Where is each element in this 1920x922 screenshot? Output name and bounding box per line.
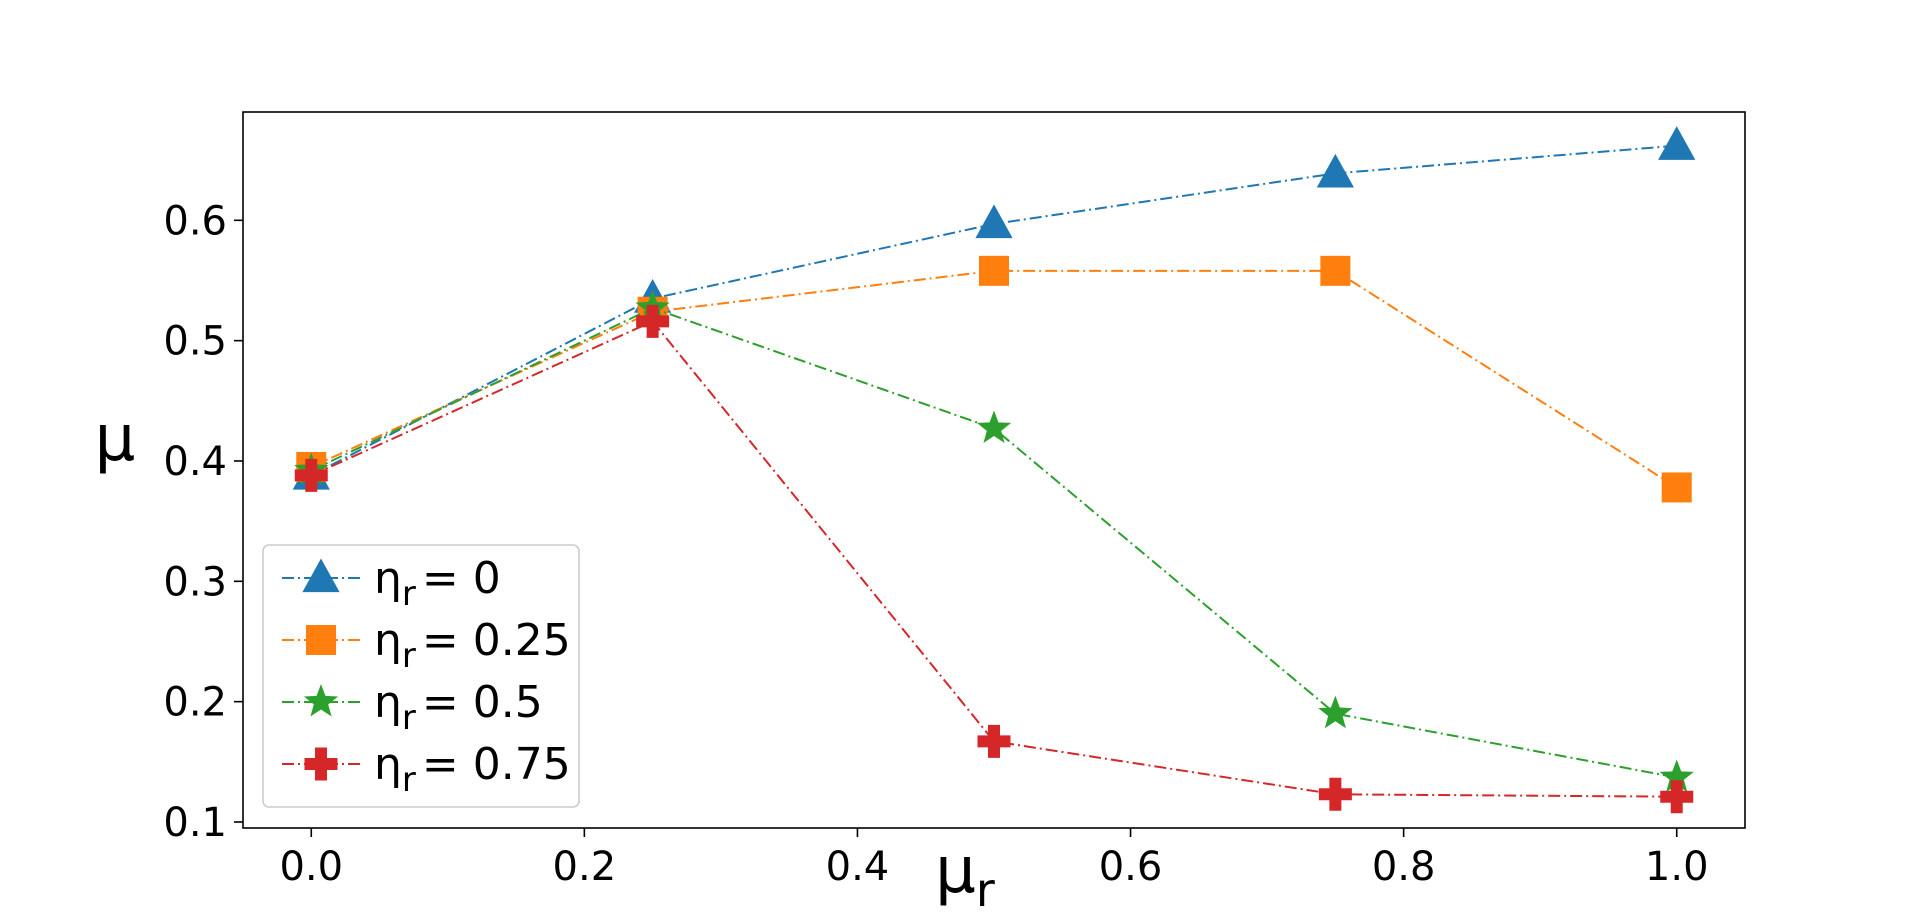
- y-tick-label: 0.3: [163, 559, 227, 605]
- x-tick-label: 1.0: [1645, 844, 1709, 890]
- x-tick-label: 0.6: [1099, 844, 1163, 890]
- legend-label-main: η: [374, 615, 402, 666]
- legend-label-sub: r: [402, 636, 416, 676]
- data-point-square: [979, 255, 1009, 286]
- legend-marker-plus: [304, 747, 338, 781]
- data-point-plus: [636, 304, 670, 338]
- y-tick-label: 0.2: [163, 680, 227, 726]
- y-tick-label: 0.4: [163, 439, 227, 485]
- x-axis-label-sub: r: [976, 863, 995, 917]
- legend-label: ηr = 0: [374, 553, 501, 614]
- legend-marker-square: [306, 625, 336, 655]
- data-point-square: [1320, 255, 1351, 286]
- series-layer: [292, 126, 1696, 814]
- data-point-star: [976, 410, 1012, 444]
- x-tick-label: 0.4: [826, 844, 890, 890]
- legend-label: ηr = 0.5: [374, 677, 543, 738]
- data-point-triangle: [1316, 153, 1354, 188]
- y-axis-ticks: 0.1 0.2 0.3 0.4 0.5 0.6: [163, 198, 243, 846]
- data-point-star: [1659, 759, 1694, 793]
- legend-label-rest: = 0.5: [422, 677, 543, 728]
- legend-label-sub: r: [402, 574, 416, 614]
- legend-label-rest: = 0.25: [422, 615, 571, 666]
- data-point-plus: [294, 458, 328, 492]
- legend-marker-triangle: [302, 558, 340, 593]
- legend-label-sub: r: [402, 698, 416, 738]
- legend-label-main: η: [374, 739, 402, 790]
- legend-marker-star: [303, 684, 339, 717]
- legend-label: ηr = 0.75: [374, 739, 571, 800]
- legend-label: ηr = 0.25: [374, 615, 571, 676]
- legend-item: ηr = 0.25: [282, 615, 571, 676]
- data-point-star: [1318, 695, 1353, 729]
- y-tick-label: 0.5: [163, 319, 227, 365]
- x-axis-label: μr: [935, 834, 995, 917]
- legend-item: ηr = 0.5: [282, 677, 543, 738]
- x-tick-label: 0.0: [279, 844, 343, 890]
- data-point-square: [1661, 472, 1692, 503]
- y-tick-label: 0.1: [163, 800, 227, 846]
- y-tick-label: 0.6: [163, 198, 227, 244]
- x-axis-ticks: 0.0 0.2 0.4 0.6 0.8 1.0: [279, 828, 1709, 890]
- series-line: [310, 307, 1677, 779]
- data-point-triangle: [1658, 126, 1696, 160]
- legend-item: ηr = 0.75: [282, 739, 571, 800]
- legend-box: [262, 544, 580, 808]
- x-axis-label-main: μ: [935, 834, 976, 908]
- y-axis-label: μ: [95, 402, 136, 476]
- series-line: [310, 269, 1678, 489]
- legend-item: ηr = 0: [282, 553, 501, 614]
- legend-label-main: η: [374, 677, 402, 728]
- data-point-triangle: [975, 204, 1013, 239]
- x-tick-label: 0.8: [1372, 844, 1436, 890]
- series-3: [294, 304, 1694, 814]
- legend-label-sub: r: [402, 760, 416, 800]
- data-point-plus: [1660, 780, 1694, 814]
- data-point-plus: [1318, 777, 1352, 811]
- series-line: [310, 320, 1677, 798]
- legend-label-rest: = 0: [422, 553, 501, 604]
- data-point-plus: [977, 724, 1011, 758]
- x-tick-label: 0.2: [553, 844, 617, 890]
- legend-label-main: η: [374, 553, 402, 604]
- legend-label-rest: = 0.75: [422, 739, 571, 790]
